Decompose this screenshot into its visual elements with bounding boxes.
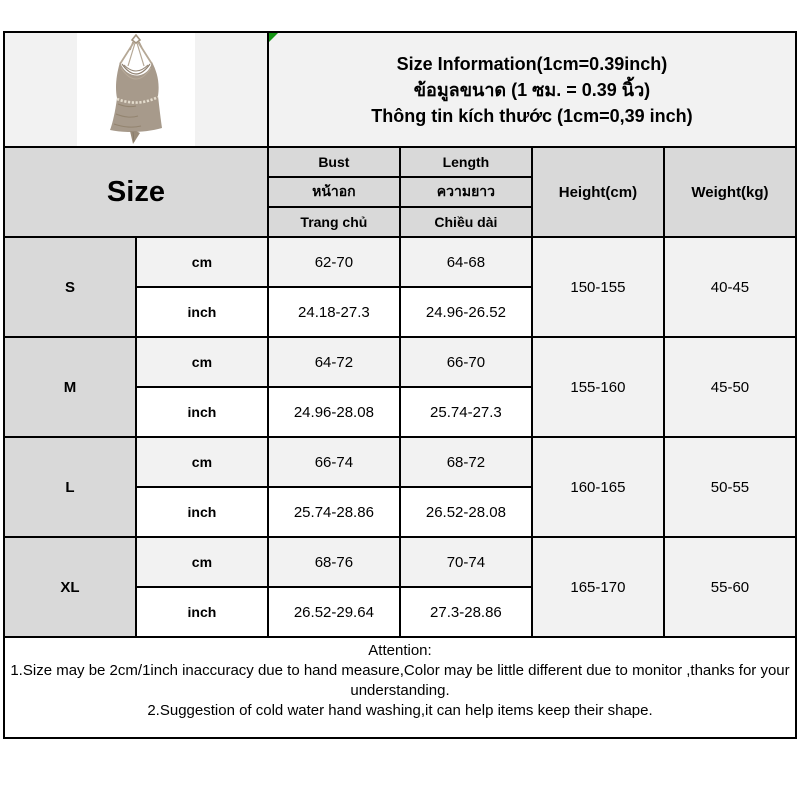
s-bust-inch: 24.18-27.3 (266, 286, 401, 338)
s-length-inch: 24.96-26.52 (398, 286, 533, 338)
xl-bust-cm: 68-76 (266, 536, 401, 588)
bust-header-th: หน้าอก (266, 176, 401, 208)
s-length-cm: 64-68 (398, 236, 533, 288)
l-bust-cm: 66-74 (266, 436, 401, 488)
attention-note-2: 2.Suggestion of cold water hand washing,… (147, 702, 653, 719)
unit-label-cm: cm (134, 536, 269, 588)
unit-label-cm: cm (134, 436, 269, 488)
product-image-cell (3, 31, 269, 148)
l-bust-inch: 25.74-28.86 (266, 486, 401, 538)
size-information-title-cell: Size Information(1cm=0.39inch) ข้อมูลขนา… (266, 31, 798, 148)
unit-label-inch: inch (134, 286, 269, 338)
xl-bust-inch: 26.52-29.64 (266, 586, 401, 638)
attention-heading: Attention: (368, 642, 432, 659)
length-header-en: Length (398, 146, 533, 178)
m-length-cm: 66-70 (398, 336, 533, 388)
comment-marker-icon (269, 34, 278, 42)
title-thai: ข้อมูลขนาด (1 ซม. = 0.39 นิ้ว) (413, 79, 651, 100)
m-bust-cm: 64-72 (266, 336, 401, 388)
unit-label-inch: inch (134, 386, 269, 438)
unit-label-inch: inch (134, 486, 269, 538)
tank-top-illustration (109, 34, 162, 144)
weight-header: Weight(kg) (662, 146, 798, 238)
height-header: Height(cm) (530, 146, 665, 238)
m-weight: 45-50 (662, 336, 798, 438)
xl-length-cm: 70-74 (398, 536, 533, 588)
l-length-inch: 26.52-28.08 (398, 486, 533, 538)
m-length-inch: 25.74-27.3 (398, 386, 533, 438)
length-header-vi: Chiều dài (398, 206, 533, 238)
unit-label-inch: inch (134, 586, 269, 638)
attention-note-1: 1.Size may be 2cm/1inch inaccuracy due t… (10, 662, 790, 699)
unit-label-cm: cm (134, 336, 269, 388)
size-row-label: L (3, 436, 137, 538)
xl-length-inch: 27.3-28.86 (398, 586, 533, 638)
l-length-cm: 68-72 (398, 436, 533, 488)
size-chart-table: Size Information(1cm=0.39inch) ข้อมูลขนา… (3, 31, 798, 739)
xl-height: 165-170 (530, 536, 665, 638)
size-row-label: XL (3, 536, 137, 638)
m-height: 155-160 (530, 336, 665, 438)
size-column-header: Size (3, 146, 269, 238)
product-image (76, 34, 195, 145)
l-height: 160-165 (530, 436, 665, 538)
s-bust-cm: 62-70 (266, 236, 401, 288)
l-weight: 50-55 (662, 436, 798, 538)
bust-header-vi: Trang chủ (266, 206, 401, 238)
s-weight: 40-45 (662, 236, 798, 338)
length-header-th: ความยาว (398, 176, 533, 208)
m-bust-inch: 24.96-28.08 (266, 386, 401, 438)
bust-header-en: Bust (266, 146, 401, 178)
size-row-label: M (3, 336, 137, 438)
title-vietnamese: Thông tin kích thước (1cm=0,39 inch) (371, 105, 693, 126)
s-height: 150-155 (530, 236, 665, 338)
attention-section: Attention: 1.Size may be 2cm/1inch inacc… (3, 636, 797, 739)
xl-weight: 55-60 (662, 536, 798, 638)
size-row-label: S (3, 236, 137, 338)
title-english: Size Information(1cm=0.39inch) (396, 53, 668, 74)
unit-label-cm: cm (134, 236, 269, 288)
